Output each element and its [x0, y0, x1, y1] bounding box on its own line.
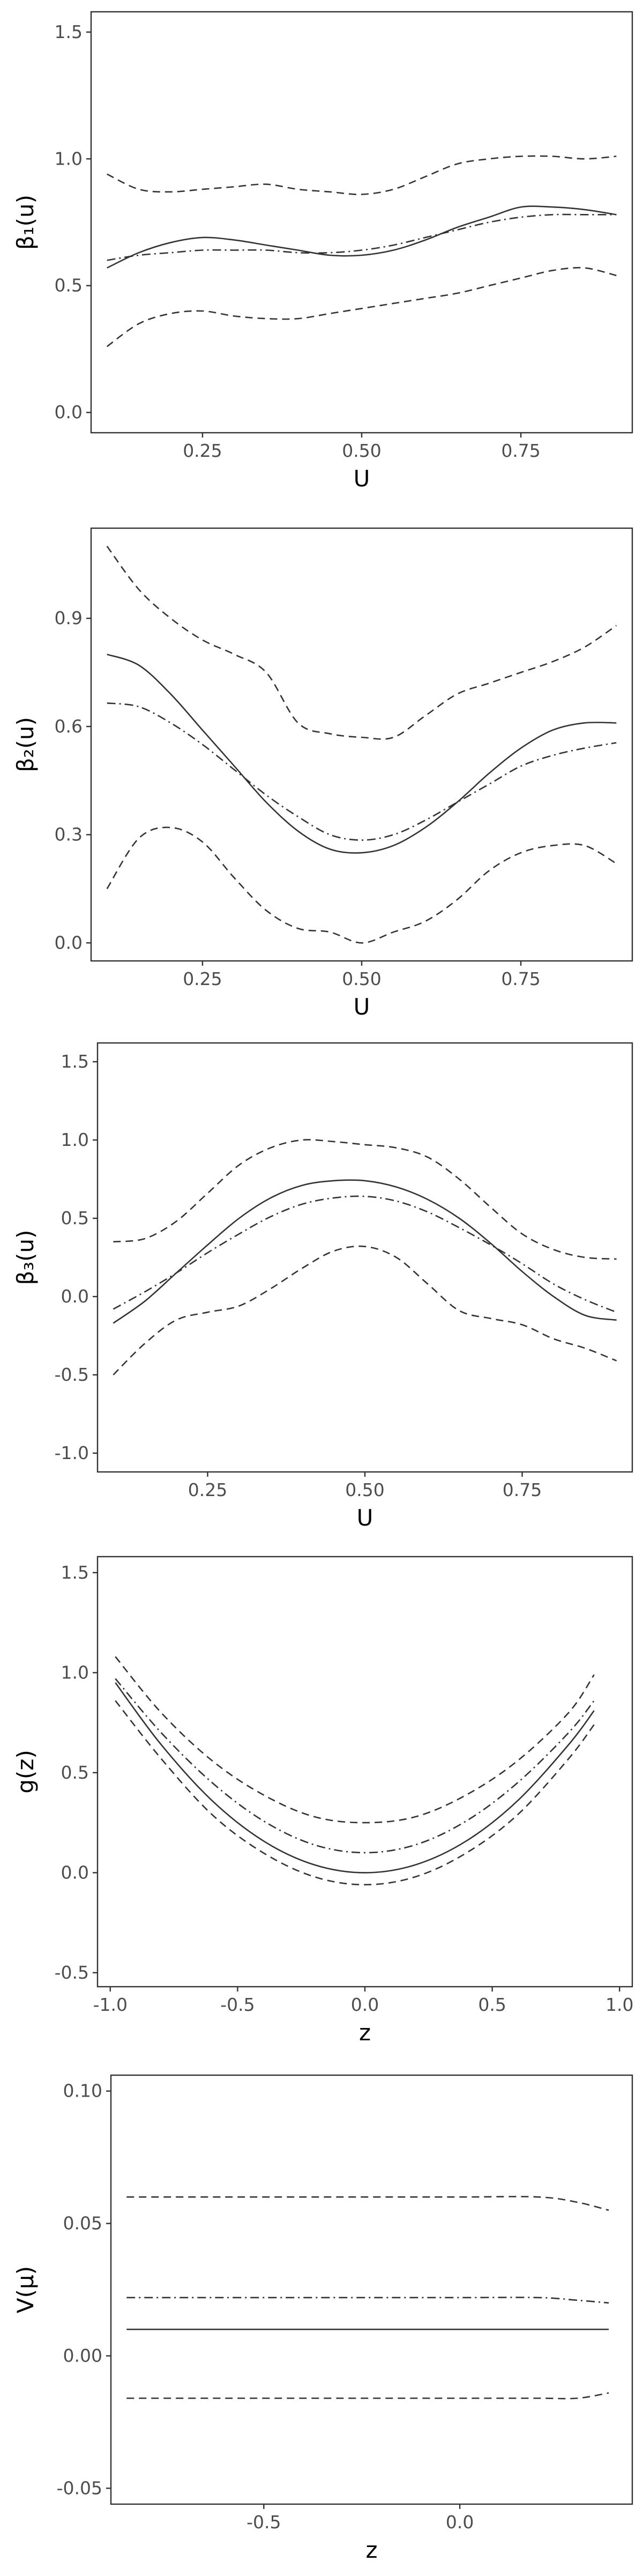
series-line-solid	[107, 654, 617, 854]
x-axis-title: z	[365, 2537, 377, 2563]
x-tick-label: 0.50	[342, 968, 381, 989]
y-tick-label: 0.3	[55, 824, 83, 845]
x-tick-label: 0.50	[342, 440, 381, 461]
y-tick-label: 0.00	[63, 2345, 102, 2366]
series-line-dashed	[113, 1245, 617, 1375]
y-tick-label: -0.5	[55, 1962, 89, 1983]
y-tick-label: 0.6	[55, 716, 83, 737]
x-tick-label: 0.75	[501, 968, 540, 989]
panel-frame	[110, 2074, 633, 2505]
x-tick-label: 0.75	[503, 1479, 542, 1500]
series-line-dotdash	[107, 702, 617, 841]
panel-2: 0.0 0.3 0.6 0.9 0.25 0.50 0.75 Uβ₂(u)	[12, 527, 633, 1020]
y-axis-title: V(μ)	[12, 2266, 39, 2313]
series-line-dotdash	[107, 213, 617, 261]
series-line-dashed	[113, 1139, 617, 1260]
y-tick-label: 1.5	[61, 1562, 89, 1583]
y-tick-label: 0.0	[61, 1862, 89, 1883]
y-tick-label: 0.0	[55, 932, 83, 953]
panel-5: -0.05 0.00 0.05 0.10 -0.5 0.0 z V(μ)	[12, 2074, 633, 2563]
series-line-dashed	[126, 2392, 609, 2400]
panel-3: -1.0 -0.5 0.0 0.5 1.0 1.5 0.25 0.50 0.75 Uβ₃(u)	[12, 1042, 633, 1531]
x-axis-title: U	[354, 994, 370, 1020]
series-line-dashed	[107, 155, 617, 195]
x-tick-label: 0.0	[446, 2512, 474, 2533]
panel-frame	[96, 1556, 633, 1988]
x-tick-label: -0.5	[220, 1994, 255, 2015]
y-tick-label: -0.5	[55, 1364, 89, 1385]
panel-frame	[90, 527, 633, 962]
panel-4: -0.50.00.51.01.5-1.0 -0.5 0.0 0.5 1.0zg(z)	[12, 1556, 633, 2046]
series-line-dashed	[106, 545, 617, 740]
x-axis-title: U	[357, 1505, 373, 1531]
y-tick-label: 0.5	[61, 1208, 89, 1228]
y-tick-label: 0.5	[61, 1762, 89, 1783]
y-tick-label: 0.0	[55, 402, 83, 423]
x-tick-label: 0.75	[501, 440, 540, 461]
y-axis-title: β₂(u)	[12, 717, 39, 772]
x-tick-label: 0.0	[351, 1994, 379, 2015]
y-tick-label: 1.0	[61, 1662, 89, 1683]
y-tick-label: 1.5	[61, 1051, 89, 1072]
x-tick-label: 0.25	[183, 440, 222, 461]
y-tick-label: 0.05	[63, 2213, 102, 2234]
y-tick-label: 0.9	[55, 608, 83, 628]
y-axis-title: β₃(u)	[12, 1230, 39, 1285]
x-axis-title: z	[359, 2019, 371, 2046]
x-tick-label: 1.0	[605, 1994, 633, 2015]
y-axis-title: β₁(u)	[12, 195, 39, 250]
y-axis-title: g(z)	[12, 1750, 39, 1793]
y-tick-label: 0.10	[63, 2081, 102, 2101]
x-tick-label: 0.50	[345, 1479, 384, 1500]
y-tick-label: 1.0	[61, 1129, 89, 1150]
series-line-dashed	[115, 1700, 595, 1886]
series-line-dotdash	[126, 2297, 609, 2304]
x-tick-label: -0.5	[246, 2512, 281, 2533]
x-tick-label: -1.0	[93, 1994, 128, 2015]
series-line-solid	[115, 1682, 595, 1874]
panel-frame	[90, 11, 633, 434]
y-tick-label: 0.0	[61, 1286, 89, 1307]
series-line-dotdash	[113, 1195, 617, 1313]
x-axis-title: U	[354, 465, 370, 492]
x-tick-label: 0.5	[478, 1994, 506, 2015]
y-tick-label: -1.0	[55, 1442, 89, 1463]
y-tick-label: 1.5	[55, 21, 83, 42]
x-tick-label: 0.25	[188, 1479, 227, 1500]
series-line-dashed	[106, 267, 617, 347]
y-tick-label: 0.5	[55, 275, 83, 296]
y-tick-label: 1.0	[55, 148, 83, 169]
panel-frame	[96, 1042, 633, 1473]
series-line-dotdash	[115, 1678, 595, 1854]
series-line-dashed	[115, 1656, 595, 1824]
panel-1: 0.0 0.5 1.0 1.5 0.25 0.50 0.75 Uβ₁(u)	[12, 11, 633, 492]
x-tick-label: 0.25	[183, 968, 222, 989]
series-line-solid	[107, 205, 617, 269]
series-line-solid	[113, 1179, 617, 1324]
y-tick-label: -0.05	[57, 2477, 102, 2498]
series-line-dashed	[126, 2196, 609, 2211]
